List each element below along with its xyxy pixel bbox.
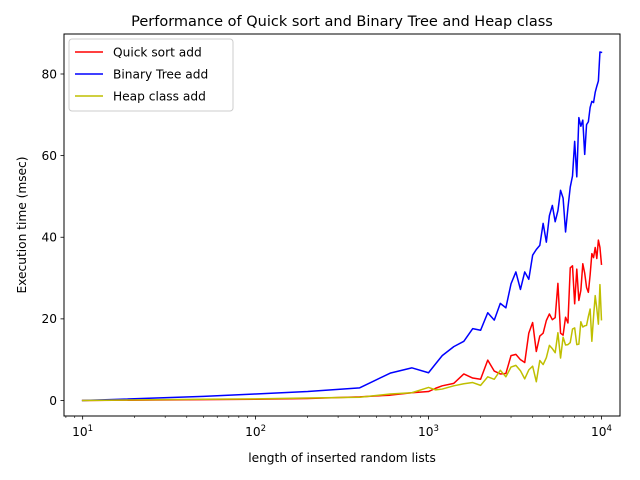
plot-area [63, 33, 621, 417]
y-tick-label: 20 [41, 312, 57, 326]
legend-box [68, 38, 234, 112]
x-tick-label: 103 [418, 424, 439, 439]
y-tick-label: 0 [49, 394, 57, 408]
series-lines [81, 51, 603, 402]
x-tick-label: 102 [245, 424, 266, 439]
y-axis-label: Execution time (msec) [15, 156, 29, 293]
y-tick-label: 80 [41, 67, 57, 81]
series-line-1 [81, 239, 603, 402]
legend: Quick sort add Binary Tree add Heap class … [68, 38, 234, 112]
plot-frame [63, 33, 621, 417]
y-axis: 0 20 40 60 80 [41, 67, 64, 408]
series-line-3 [81, 283, 603, 402]
legend-label-1: Quick sort add [113, 45, 202, 59]
x-tick-label: 104 [591, 424, 612, 439]
legend-label-2: Binary Tree add [113, 67, 208, 81]
legend-label-3: Heap class add [113, 89, 206, 103]
chart-title: Performance of Quick sort and Binary Tre… [131, 14, 553, 30]
x-axis: 101 102 103 104 [65, 416, 612, 439]
series-line-2 [81, 51, 603, 402]
y-tick-label: 60 [41, 149, 57, 163]
x-axis-label: length of inserted random lists [248, 451, 436, 465]
x-tick-label: 101 [72, 424, 93, 439]
y-tick-label: 40 [41, 231, 57, 245]
